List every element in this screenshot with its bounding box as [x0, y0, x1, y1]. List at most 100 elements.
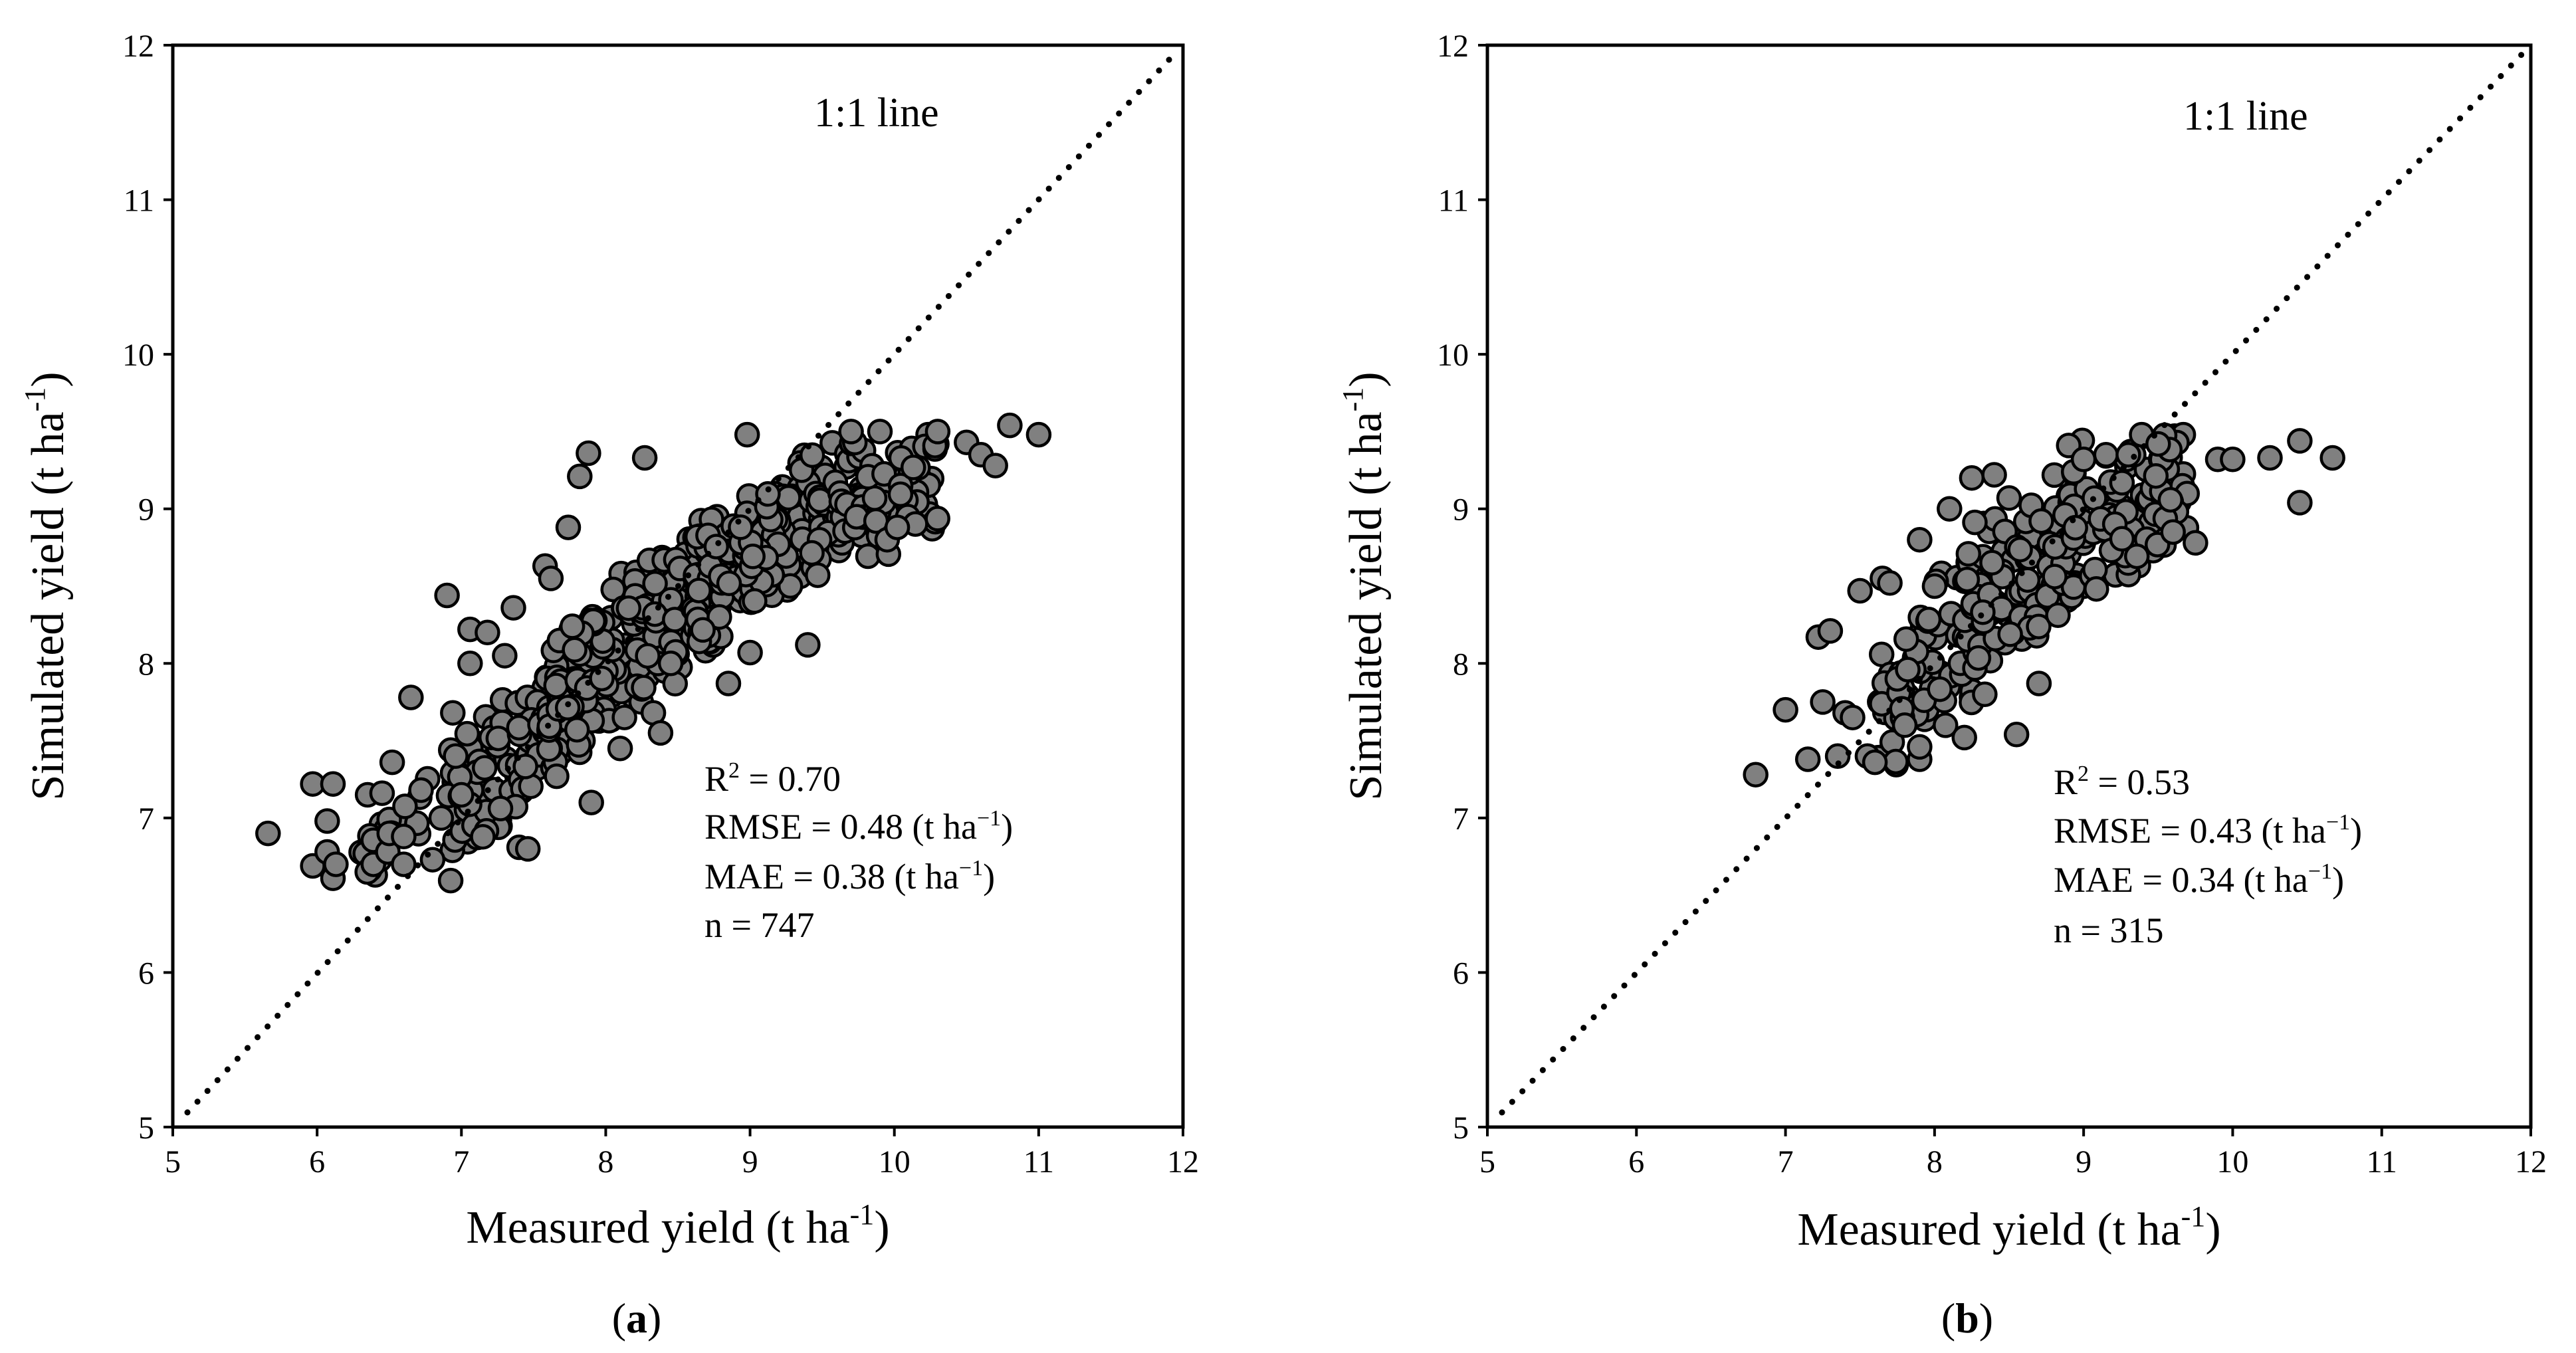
scatter-point [543, 673, 569, 698]
scatter-point [635, 643, 661, 669]
scatter-point [1907, 734, 1933, 760]
scatter-point [1951, 724, 1977, 751]
scatter-point [500, 595, 526, 621]
scatter-point [1962, 509, 1988, 536]
scatter-point [1743, 762, 1769, 787]
x-tick-label: 11 [2367, 1144, 2397, 1180]
scatter-point [440, 700, 466, 726]
scatter-point [838, 419, 864, 445]
scatter-point [564, 716, 590, 743]
panel-b-x-ticks: 5 6 7 8 9 10 11 12 [1479, 1127, 2547, 1180]
scatter-point [1921, 573, 1948, 599]
scatter-point [2003, 722, 2030, 748]
scatter-point [1862, 749, 1888, 776]
scatter-point [1970, 599, 1996, 625]
scatter-point [2183, 530, 2208, 556]
x-tick-label: 10 [879, 1144, 911, 1180]
scatter-point [2045, 602, 2071, 629]
scatter-point [1996, 485, 2022, 511]
scatter-point [419, 847, 446, 873]
panel-b-rmse: RMSE = 0.43 (t ha−1) [2054, 810, 2362, 851]
scatter-point [1772, 696, 1798, 723]
scatter-point [861, 485, 888, 511]
scatter-point [776, 484, 802, 511]
scatter-point [391, 851, 417, 877]
scatter-point [1877, 570, 1903, 596]
scatter-point [1893, 626, 1919, 652]
scatter-point [471, 755, 498, 781]
panel-b-one-to-one-label: 1:1 line [2183, 94, 2308, 139]
scatter-point [538, 566, 564, 591]
scatter-point [554, 694, 581, 721]
scatter-point [2028, 508, 2054, 534]
scatter-point [1810, 689, 1836, 715]
scatter-point [755, 481, 781, 507]
scatter-point [1959, 465, 1985, 491]
scatter-point [867, 419, 893, 445]
scatter-point [2287, 428, 2313, 454]
x-tick-label: 9 [742, 1144, 758, 1180]
scatter-point [706, 604, 732, 630]
scatter-point [1937, 496, 1963, 522]
scatter-point [607, 735, 633, 762]
x-tick-label: 5 [1479, 1144, 1495, 1180]
panel-a-one-to-one-label: 1:1 line [814, 90, 939, 136]
scatter-point [2070, 447, 2097, 472]
panel-b-n: n = 315 [2054, 910, 2163, 950]
scatter-point [887, 481, 914, 508]
scatter-point [982, 453, 1008, 478]
panel-b-r2: R2 = 0.53 [2054, 762, 2190, 802]
panel-a: 5 6 7 8 9 10 11 12 5 6 7 8 9 10 11 12 1:1 line R2 = 0.… [19, 29, 1199, 1342]
scatter-point [799, 540, 825, 566]
y-tick-label: 8 [138, 647, 154, 682]
x-tick-label: 6 [309, 1144, 325, 1180]
scatter-point [740, 544, 766, 570]
y-tick-label: 5 [1453, 1110, 1469, 1146]
scatter-point [2123, 543, 2150, 570]
x-tick-label: 8 [597, 1144, 613, 1180]
scatter-point [1817, 618, 1844, 644]
scatter-point [2109, 526, 2135, 552]
scatter-point [2093, 442, 2119, 468]
scatter-point [408, 777, 434, 803]
y-tick-label: 8 [1453, 647, 1469, 682]
scatter-point [805, 562, 831, 588]
scatter-point [369, 780, 395, 806]
scatter-point [485, 725, 512, 752]
scatter-point [576, 440, 601, 467]
scatter-point [2109, 470, 2135, 496]
scatter-point [449, 781, 475, 808]
scatter-point [2143, 463, 2169, 489]
panel-b-mae: MAE = 0.34 (t ha−1) [2054, 859, 2344, 900]
scatter-point [924, 419, 951, 445]
scatter-point [470, 823, 496, 850]
scatter-point [734, 421, 760, 448]
scatter-point [1794, 746, 1821, 772]
scatter-point [662, 671, 689, 697]
scatter-point [398, 684, 424, 710]
y-tick-label: 11 [124, 183, 154, 219]
y-tick-label: 10 [122, 338, 154, 373]
scatter-point [716, 570, 742, 597]
panel-b-label: (b) [1941, 1295, 1993, 1342]
scatter-point [997, 412, 1023, 439]
scatter-point [777, 573, 804, 599]
panel-b-y-axis-title: Simulated yield (t ha-1) [1337, 371, 1392, 800]
x-tick-label: 7 [1778, 1144, 1794, 1180]
y-tick-label: 9 [1453, 492, 1469, 528]
scatter-point [1025, 421, 1052, 448]
scatter-point [611, 704, 637, 730]
scatter-point [314, 808, 340, 834]
scatter-point [1954, 566, 1981, 593]
y-tick-label: 7 [138, 801, 154, 837]
scatter-point [631, 445, 658, 471]
scatter-point [2007, 536, 2033, 563]
y-tick-label: 9 [138, 492, 154, 528]
scatter-point [487, 795, 514, 821]
scatter-point [686, 577, 712, 603]
scatter-point [1824, 743, 1851, 770]
scatter-point [2287, 490, 2313, 516]
scatter-point [320, 771, 346, 797]
scatter-point [2062, 514, 2088, 541]
scatter-point [492, 643, 518, 669]
